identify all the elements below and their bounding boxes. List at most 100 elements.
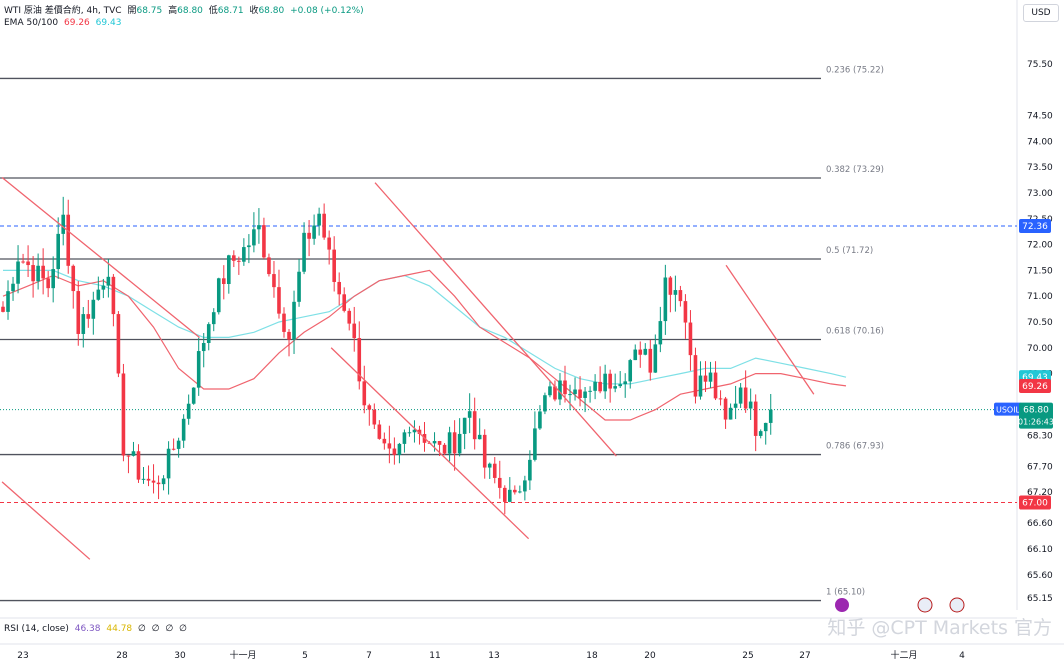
candle-body — [743, 387, 748, 409]
candle-body — [216, 278, 221, 313]
rsi-value: 46.38 — [74, 624, 101, 634]
candle-body — [51, 269, 55, 289]
last-price-tag — [1019, 402, 1053, 429]
event-marker-icon — [835, 598, 849, 612]
candle-body — [738, 387, 743, 404]
rsi-ma-value: 44.78 — [106, 624, 133, 634]
candle-body — [31, 265, 35, 282]
candle-body — [252, 229, 256, 246]
time-tick-label: 13 — [488, 651, 499, 661]
candle-body — [457, 433, 462, 454]
candle-body — [768, 409, 773, 423]
rsi-extra: ∅ — [151, 624, 160, 634]
candle-body — [548, 386, 552, 396]
candle-body — [392, 448, 397, 455]
currency-button[interactable]: USD — [1023, 4, 1059, 22]
change-value: +0.08 (+0.12%) — [290, 6, 364, 16]
price-tick-label: 72.00 — [1027, 241, 1053, 251]
candle-body — [272, 274, 276, 288]
candle-body — [367, 405, 372, 410]
candle-body — [573, 389, 577, 395]
us-flag-event-icon — [917, 597, 933, 613]
candle-body — [211, 312, 216, 325]
horizontal-level-tag — [1019, 495, 1051, 510]
trendline — [1, 481, 91, 560]
candle-body — [332, 249, 336, 282]
candle-body — [673, 290, 678, 295]
candle-body — [698, 375, 703, 397]
fib-level-label: 0.618 (70.16) — [826, 327, 884, 337]
candle-body — [482, 434, 487, 468]
candle-body — [653, 344, 658, 373]
candle-body — [277, 287, 281, 314]
candle-body — [227, 255, 231, 284]
candle-body — [1, 306, 5, 312]
candle-body — [257, 225, 261, 230]
candle-body — [593, 381, 597, 391]
candle-body — [267, 257, 271, 275]
fib-level-label: 0.236 (75.22) — [826, 65, 884, 75]
symbol-tag — [994, 402, 1022, 416]
candle-body — [523, 480, 527, 492]
candle-body — [633, 349, 638, 361]
candle-body — [191, 387, 196, 404]
candle-body — [613, 386, 617, 389]
candle-body — [437, 441, 442, 445]
price-tick-label: 65.15 — [1027, 594, 1053, 604]
candle-body — [748, 401, 753, 409]
candle-body — [206, 324, 211, 343]
rsi-label: RSI (14, close) — [4, 624, 69, 634]
candle-body — [101, 285, 106, 290]
candle-body — [131, 451, 136, 456]
candle-body — [497, 477, 502, 488]
candle-body — [513, 489, 517, 493]
close-value: 68.80 — [258, 6, 285, 16]
candle-body — [412, 429, 417, 433]
candle-body — [86, 314, 91, 319]
time-tick-label: 4 — [959, 651, 965, 661]
candle-body — [733, 403, 738, 408]
candle-body — [518, 491, 522, 493]
candle-body — [713, 372, 718, 399]
candle-body — [678, 290, 683, 302]
candle-body — [377, 424, 382, 439]
candle-body — [568, 394, 572, 396]
price-tick-label: 65.60 — [1027, 571, 1053, 581]
candle-body — [161, 478, 166, 485]
candle-body — [558, 380, 562, 400]
candle-body — [563, 380, 567, 395]
candle-body — [237, 260, 241, 262]
candle-body — [287, 331, 291, 340]
price-tick-label: 66.10 — [1027, 545, 1053, 555]
price-tick-label: 71.50 — [1027, 266, 1053, 276]
candle-body — [387, 443, 392, 449]
candle-body — [307, 232, 311, 239]
candle-body — [648, 348, 653, 373]
rsi-extra: ∅ — [165, 624, 174, 634]
candle-body — [136, 451, 141, 480]
ema-legend[interactable]: EMA 50/100 69.26 69.43 — [4, 18, 124, 28]
price-tick-label: 66.60 — [1027, 519, 1053, 529]
high-value: 68.80 — [177, 6, 203, 16]
candle-body — [467, 411, 472, 418]
candle-body — [538, 411, 542, 429]
low-value: 68.71 — [217, 6, 244, 16]
trendline — [374, 182, 617, 457]
candle-body — [382, 438, 387, 444]
candle-body — [41, 265, 45, 279]
rsi-legend[interactable]: RSI (14, close) 46.38 44.78 ∅ ∅ ∅ ∅ — [4, 624, 190, 634]
candle-body — [357, 338, 362, 382]
candle-body — [718, 398, 723, 400]
candle-body — [618, 384, 622, 387]
time-tick-label: 25 — [742, 651, 753, 661]
candle-body — [477, 434, 482, 440]
candle-body — [151, 480, 156, 483]
candle-body — [663, 277, 668, 322]
ema-price-tag-label: 69.26 — [1022, 382, 1048, 392]
ema50-line — [2, 269, 847, 421]
candle-body — [352, 323, 357, 339]
symbol-tag-label: USOIL — [996, 406, 1021, 415]
candle-body — [598, 381, 602, 392]
candle-body — [171, 448, 176, 450]
